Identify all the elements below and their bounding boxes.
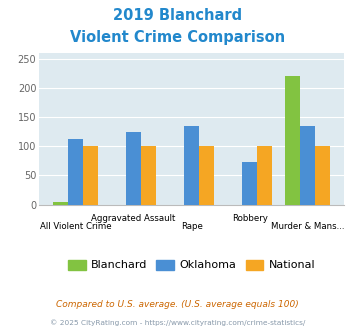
Bar	[68, 139, 83, 205]
Text: Rape: Rape	[181, 222, 203, 231]
Text: 2019 Blanchard: 2019 Blanchard	[113, 8, 242, 23]
Text: Robbery: Robbery	[232, 214, 268, 223]
Text: Compared to U.S. average. (U.S. average equals 100): Compared to U.S. average. (U.S. average …	[56, 300, 299, 309]
Bar	[184, 126, 199, 205]
Text: Violent Crime Comparison: Violent Crime Comparison	[70, 30, 285, 45]
Text: All Violent Crime: All Violent Crime	[40, 222, 111, 231]
Bar	[141, 146, 156, 205]
Bar	[242, 162, 257, 205]
Bar	[83, 146, 98, 205]
Bar	[199, 146, 214, 205]
Bar	[126, 132, 141, 205]
Bar	[300, 126, 315, 205]
Bar	[285, 76, 300, 205]
Bar	[257, 146, 272, 205]
Bar	[53, 202, 68, 205]
Text: Murder & Mans...: Murder & Mans...	[271, 222, 345, 231]
Bar	[315, 146, 331, 205]
Legend: Blanchard, Oklahoma, National: Blanchard, Oklahoma, National	[64, 255, 320, 275]
Text: © 2025 CityRating.com - https://www.cityrating.com/crime-statistics/: © 2025 CityRating.com - https://www.city…	[50, 319, 305, 326]
Text: Aggravated Assault: Aggravated Assault	[92, 214, 176, 223]
